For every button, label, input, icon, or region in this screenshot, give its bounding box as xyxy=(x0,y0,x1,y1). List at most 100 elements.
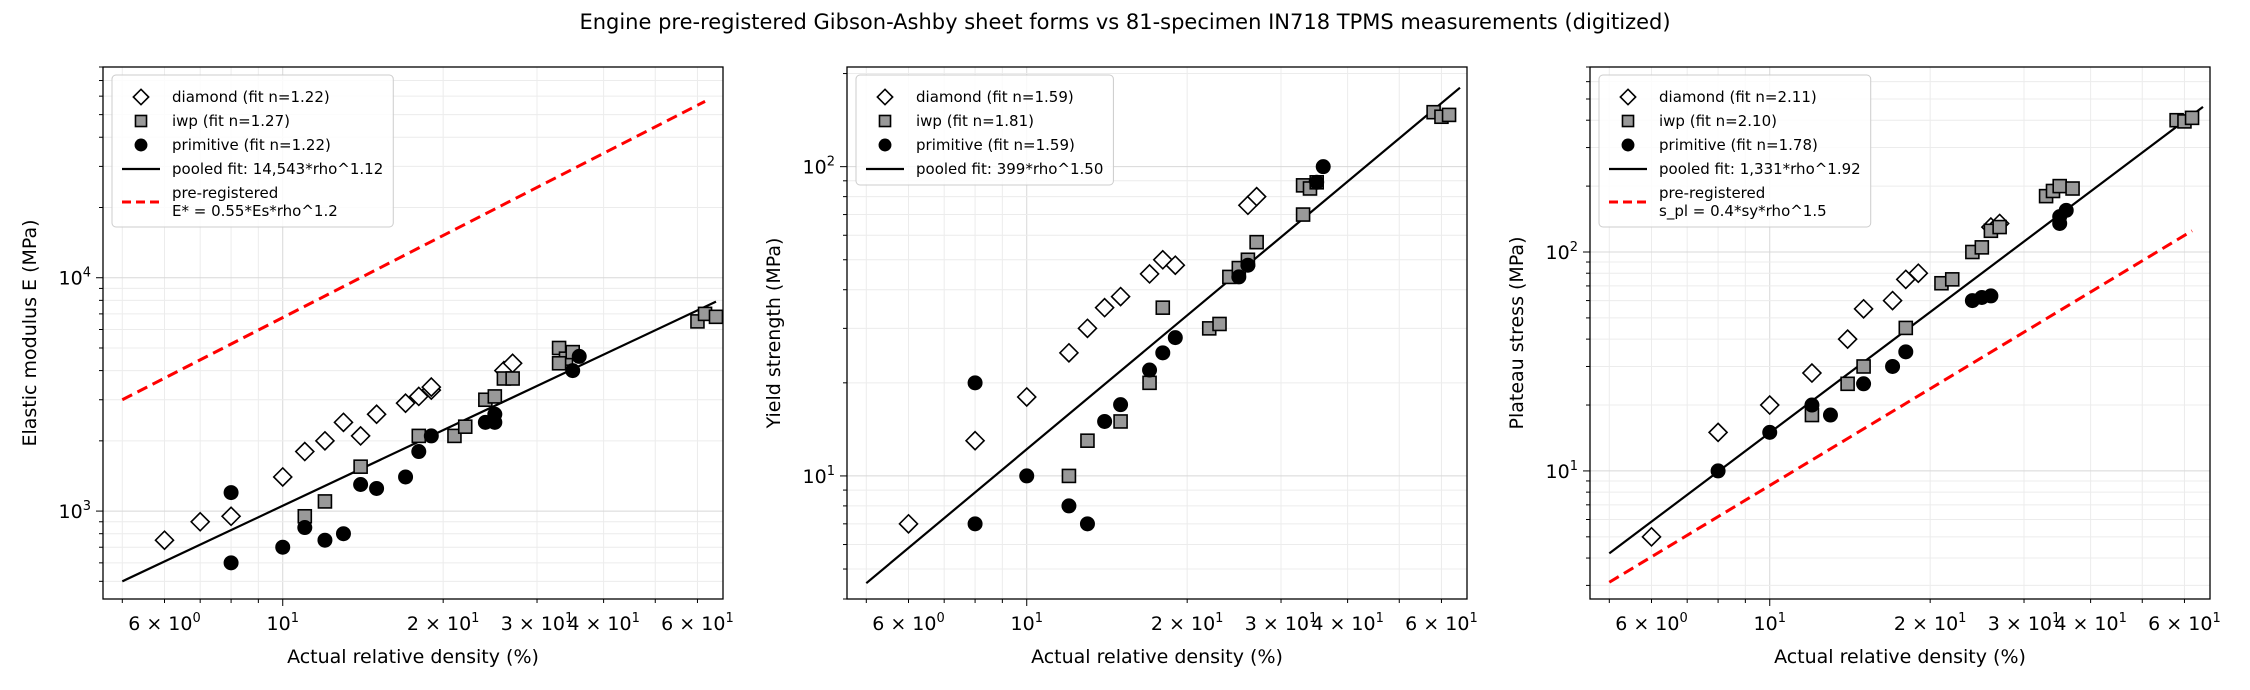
series-circle xyxy=(223,348,587,571)
diamond-point xyxy=(1837,328,1858,350)
x-tick-label: 6 × 101 xyxy=(2148,611,2221,635)
y-tick-label: 101 xyxy=(803,464,835,488)
legend-label: diamond (fit n=1.59) xyxy=(916,88,1074,106)
diamond-point xyxy=(190,511,211,532)
diamond-point xyxy=(1139,263,1160,285)
series-diamond xyxy=(154,353,523,551)
x-tick-label: 101 xyxy=(1011,611,1043,635)
figure-title: Engine pre-registered Gibson-Ashby sheet… xyxy=(579,10,1671,34)
x-axis-label: Actual relative density (%) xyxy=(1774,646,2026,668)
circle-point xyxy=(1309,174,1325,190)
y-axis-label: Plateau stress (MPa) xyxy=(1506,237,1528,430)
circle-point xyxy=(1113,397,1129,413)
diamond-point xyxy=(1094,297,1115,318)
x-tick-label: 3 × 101 xyxy=(1245,611,1318,635)
legend-circle-marker xyxy=(878,138,892,152)
square-point xyxy=(1061,468,1077,484)
square-point xyxy=(1080,433,1095,448)
diamond-point xyxy=(395,393,416,414)
x-tick-label: 2 × 101 xyxy=(407,611,480,635)
square-point xyxy=(353,459,368,474)
series-diamond xyxy=(1641,213,2010,547)
circle-point xyxy=(1762,424,1778,440)
circle-point xyxy=(2058,202,2074,218)
diamond-point xyxy=(1165,255,1186,276)
legend-circle-marker xyxy=(1621,138,1635,152)
square-point xyxy=(2065,181,2080,196)
legend-box xyxy=(1598,74,1872,228)
plot-area xyxy=(865,86,1461,585)
square-point xyxy=(487,389,503,404)
circle-point xyxy=(423,428,439,444)
diamond-point xyxy=(1707,422,1729,443)
diamond-point xyxy=(1801,362,1823,384)
circle-point xyxy=(1856,376,1872,392)
x-tick-label: 3 × 101 xyxy=(1988,611,2061,635)
diamond-point xyxy=(1077,318,1098,339)
x-tick-label: 101 xyxy=(1754,611,1786,635)
x-tick-label: 4 × 101 xyxy=(1311,611,1384,635)
square-point xyxy=(1113,414,1128,429)
circle-point xyxy=(1061,498,1077,514)
square-point xyxy=(1441,107,1457,123)
legend-label: primitive (fit n=1.59) xyxy=(916,136,1075,154)
circle-point xyxy=(967,516,983,532)
x-tick-label: 101 xyxy=(267,611,299,635)
x-tick-label: 6 × 100 xyxy=(1615,611,1688,635)
x-axis-label: Actual relative density (%) xyxy=(287,646,539,668)
x-tick-label: 4 × 101 xyxy=(567,611,640,635)
x-tick-label: 2 × 101 xyxy=(1894,611,1967,635)
square-point xyxy=(2052,178,2068,194)
legend-square-marker xyxy=(1621,114,1635,128)
legend-diamond-marker xyxy=(132,88,150,106)
diamond-point xyxy=(1908,263,1929,284)
square-point xyxy=(505,371,520,386)
circle-point xyxy=(1167,330,1183,346)
legend-square-marker xyxy=(878,114,892,128)
legend-label: pooled fit: 1,331*rho^1.92 xyxy=(1659,160,1861,178)
circle-point xyxy=(1231,269,1247,285)
x-tick-label: 2 × 101 xyxy=(1151,611,1224,635)
legend-label: pooled fit: 14,543*rho^1.12 xyxy=(172,160,383,178)
legend: diamond (fit n=1.22) iwp (fit n=1.27) prim… xyxy=(111,74,394,228)
y-tick-label: 102 xyxy=(1546,240,1578,264)
square-point xyxy=(1944,272,1960,287)
y-tick-label: 101 xyxy=(1546,459,1578,483)
series-diamond xyxy=(898,186,1267,534)
circle-point xyxy=(1885,358,1901,374)
plot-area xyxy=(1608,106,2204,584)
legend-square-marker xyxy=(134,114,148,128)
series-circle xyxy=(1710,202,2074,479)
legend-circle-marker xyxy=(134,138,148,152)
square-point xyxy=(1856,359,1871,374)
square-point xyxy=(1142,375,1157,391)
square-point xyxy=(1992,219,2007,235)
axes-frame xyxy=(846,66,1468,600)
y-axis-label: Elastic modulus E (MPa) xyxy=(19,219,41,446)
square-point xyxy=(1249,234,1264,250)
circle-point xyxy=(1155,345,1171,361)
x-axis-label: Actual relative density (%) xyxy=(1031,646,1283,668)
x-tick-label: 6 × 101 xyxy=(1405,611,1478,635)
diamond-point xyxy=(366,404,387,425)
legend-diamond-marker xyxy=(1619,88,1637,106)
preregistered-line xyxy=(1608,229,2193,584)
square-point xyxy=(317,494,333,509)
circle-point xyxy=(1079,516,1095,532)
circle-point xyxy=(275,539,291,555)
square-point xyxy=(2184,110,2200,126)
circle-point xyxy=(369,480,385,496)
circle-point xyxy=(1710,463,1726,479)
circle-point xyxy=(565,363,581,379)
circle-point xyxy=(967,375,983,391)
diamond-point xyxy=(314,430,336,451)
legend-diamond-marker xyxy=(876,88,894,106)
square-point xyxy=(551,355,567,371)
x-tick-label: 6 × 100 xyxy=(128,611,201,635)
axes-frame xyxy=(102,66,724,600)
diamond-point xyxy=(154,530,175,551)
